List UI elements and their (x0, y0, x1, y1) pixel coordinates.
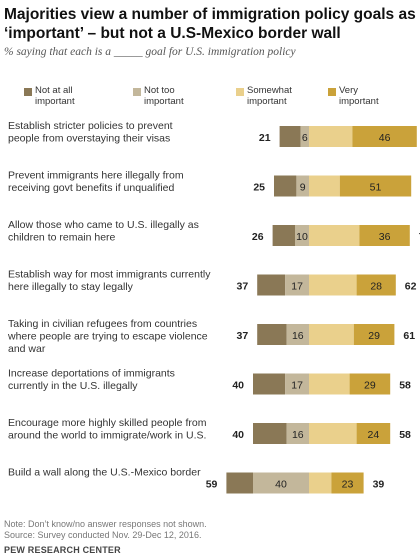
bar-not-at-all-important (226, 472, 253, 494)
net-unimportant-total: 40 (232, 429, 244, 441)
bar-very-important (356, 423, 391, 444)
bar-not-too-important (253, 472, 309, 494)
bar-value-label: 10 (296, 231, 308, 243)
net-unimportant-total: 26 (252, 231, 264, 243)
diverging-bar-chart: Establish stricter policies to prevent pe… (7, 120, 420, 494)
category-label: Allow those who came to U.S. illegally a… (8, 219, 199, 244)
bar-somewhat-important (309, 126, 353, 147)
bar-very-important (349, 373, 391, 395)
legend-swatch-not-at-all (24, 88, 32, 96)
legend-label-somewhat: Somewhat important (247, 85, 292, 107)
category-label: Establish stricter policies to prevent pe… (8, 120, 173, 145)
legend-item-somewhat: Somewhat important (236, 85, 300, 107)
legend-swatch-somewhat (236, 88, 244, 96)
bar-not-at-all-important (279, 126, 301, 147)
legend-label-not-at-all: Not at all important (35, 85, 75, 107)
category-label: Taking in civilian refugees from countri… (7, 318, 208, 355)
net-unimportant-total: 37 (237, 330, 249, 342)
legend-item-very: Very important (328, 85, 390, 107)
bar-somewhat-important (309, 324, 354, 345)
bar-very-important (331, 472, 364, 494)
net-unimportant-total: 37 (237, 281, 249, 293)
bar-not-too-important (300, 126, 309, 147)
bar-not-too-important (296, 175, 309, 197)
category-label: Encourage more highly skilled people fro… (8, 417, 207, 442)
bar-somewhat-important (309, 225, 360, 246)
bar-somewhat-important (309, 373, 350, 395)
net-important-total: 58 (399, 380, 411, 392)
net-important-total: 72 (419, 231, 420, 243)
bar-very-important (356, 274, 396, 296)
net-unimportant-total: 21 (259, 132, 271, 144)
legend: Not at all important Not too important S… (0, 85, 420, 116)
bar-somewhat-important (309, 472, 332, 494)
legend-label-not-too: Not too important (144, 85, 184, 107)
bar-not-at-all-important (274, 175, 297, 197)
category-label: Build a wall along the U.S.-Mexico borde… (8, 467, 201, 479)
bar-not-at-all-important (253, 423, 287, 444)
bar-somewhat-important (309, 423, 357, 444)
net-important-total: 62 (405, 281, 417, 293)
legend-swatch-very (328, 88, 336, 96)
bar-value-label: 36 (379, 231, 391, 243)
bar-not-at-all-important (257, 274, 286, 296)
legend-item-not-at-all: Not at all important (24, 85, 104, 107)
net-unimportant-total: 40 (232, 380, 244, 392)
net-important-total: 61 (403, 330, 415, 342)
bar-value-label: 6 (302, 132, 308, 144)
category-label: Increase deportations of immigrants curre… (8, 368, 175, 393)
bar-very-important (352, 126, 417, 147)
footer-note: Note: Don’t know/no answer responses not… (4, 519, 207, 529)
bar-somewhat-important (309, 175, 340, 197)
net-important-total: 39 (373, 479, 385, 491)
category-label: Prevent immigrants here illegally from re… (8, 170, 184, 195)
bar-not-too-important (295, 225, 309, 246)
footer-brand: PEW RESEARCH CENTER (4, 545, 121, 555)
legend-swatch-not-too (133, 88, 141, 96)
bar-not-too-important (285, 274, 309, 296)
net-unimportant-total: 59 (206, 479, 218, 491)
bar-not-at-all-important (257, 324, 287, 345)
bar-value-label: 17 (291, 380, 303, 392)
bar-not-too-important (286, 324, 309, 345)
bar-not-at-all-important (253, 373, 286, 395)
bar-value-label: 16 (292, 330, 304, 342)
bar-very-important (359, 225, 410, 246)
bar-value-label: 16 (292, 429, 304, 441)
bar-not-too-important (285, 373, 309, 395)
chart-subtitle: % saying that each is a _____ goal for U… (4, 46, 296, 58)
bar-very-important (353, 324, 395, 345)
bar-value-label: 28 (370, 281, 382, 293)
bar-value-label: 24 (368, 429, 380, 441)
bar-value-label: 23 (342, 479, 354, 491)
bar-not-at-all-important (272, 225, 295, 246)
bar-somewhat-important (309, 274, 357, 296)
bar-value-label: 29 (364, 380, 376, 392)
bar-not-too-important (286, 423, 309, 444)
bar-value-label: 29 (368, 330, 380, 342)
legend-item-not-too: Not too important (133, 85, 203, 107)
bar-very-important (339, 175, 412, 197)
bar-value-label: 46 (379, 132, 391, 144)
footer-source: Source: Survey conducted Nov. 29-Dec 12,… (4, 530, 202, 540)
bar-value-label: 51 (370, 182, 382, 194)
bar-value-label: 40 (275, 479, 287, 491)
net-important-total: 58 (399, 429, 411, 441)
category-label: Establish way for most immigrants curren… (8, 269, 211, 294)
bar-value-label: 17 (291, 281, 303, 293)
net-unimportant-total: 25 (253, 182, 265, 194)
legend-label-very: Very important (339, 85, 379, 107)
bar-value-label: 9 (300, 182, 306, 194)
chart-title: Majorities view a number of immigration … (4, 6, 416, 42)
